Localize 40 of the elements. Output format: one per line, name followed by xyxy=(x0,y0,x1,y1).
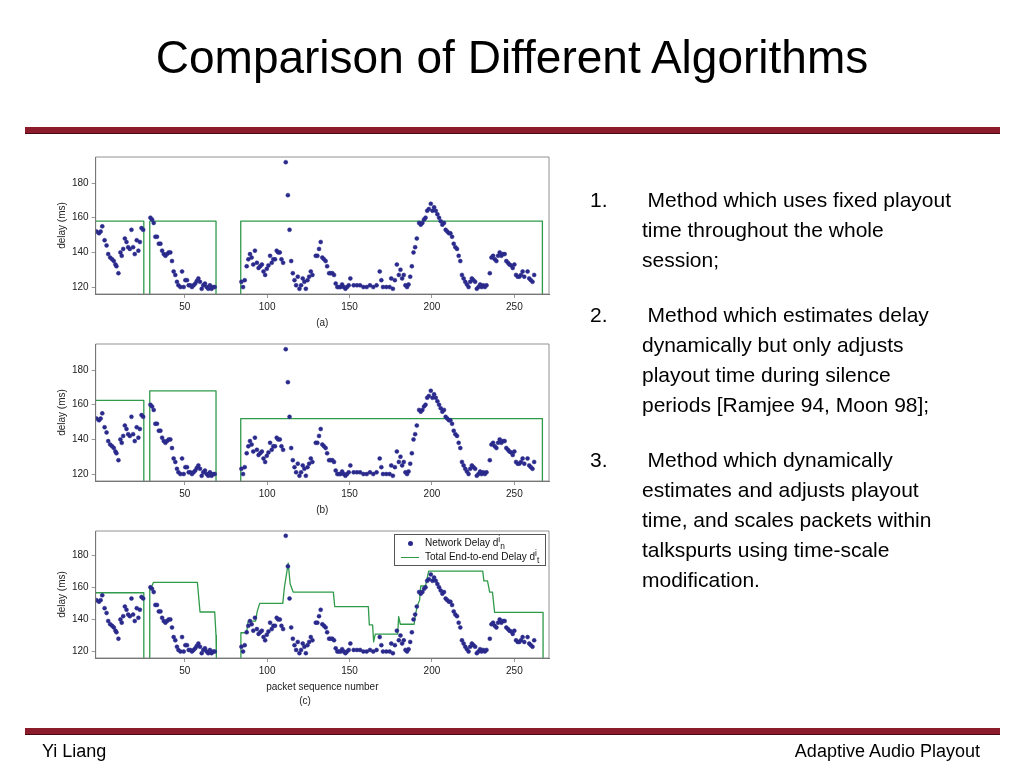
x-tick-label: 100 xyxy=(258,300,276,312)
text: Adaptive Audio Playout xyxy=(794,741,980,762)
x-tick-label: 250 xyxy=(506,300,524,312)
y-tick-label: 180 xyxy=(72,363,90,375)
y-tick-label: 180 xyxy=(72,548,90,560)
x-tick-label: 50 xyxy=(179,300,191,312)
y-tick-label: 160 xyxy=(72,398,90,410)
x-axis-title: (a) xyxy=(316,316,329,328)
y-tick-label: 160 xyxy=(72,581,90,593)
x-tick-label: 150 xyxy=(341,300,359,312)
y-axis-title: delay (ms) xyxy=(55,389,67,436)
y-tick-label: 180 xyxy=(72,176,90,188)
y-tick-label: 120 xyxy=(72,645,90,657)
y-tick-label: 160 xyxy=(72,211,90,223)
x-tick-label: 200 xyxy=(423,664,441,676)
text: (c) xyxy=(298,695,312,706)
x-tick-label: 50 xyxy=(179,487,191,499)
x-tick-label: 100 xyxy=(258,487,276,499)
y-tick-label: 140 xyxy=(72,246,90,258)
y-tick-label: 120 xyxy=(72,280,90,292)
x-tick-label: 100 xyxy=(258,664,276,676)
y-tick-label: 140 xyxy=(72,433,90,445)
x-tick-label: 50 xyxy=(179,664,191,676)
x-tick-label: 200 xyxy=(423,487,441,499)
text: 1. Method which uses fixed playout time throughout the whole session; xyxy=(590,188,952,271)
x-tick-label: 250 xyxy=(506,487,524,499)
y-tick-label: 120 xyxy=(72,467,90,479)
text: 2. Method which estimates delay dynamically but only adjusts playout time during silence periods [Ramjee 94, Moon 98]; xyxy=(590,303,930,416)
y-tick-label: 140 xyxy=(72,613,90,625)
x-axis-title: packet sequence number xyxy=(266,680,380,692)
y-axis-title: delay (ms) xyxy=(55,571,67,618)
x-tick-label: 250 xyxy=(506,664,524,676)
x-axis-title: (b) xyxy=(316,503,329,515)
text: Yi Liang xyxy=(42,741,107,762)
text: 3. Method which dynamically estimates and adjusts playout time, and scales packets within talkspurts using time-scale modification. xyxy=(590,448,932,591)
x-tick-label: 150 xyxy=(341,487,359,499)
x-tick-label: 200 xyxy=(423,300,441,312)
y-axis-title: delay (ms) xyxy=(55,202,67,249)
x-tick-label: 150 xyxy=(341,664,359,676)
text: Comparison of Different Algorithms xyxy=(154,30,870,84)
